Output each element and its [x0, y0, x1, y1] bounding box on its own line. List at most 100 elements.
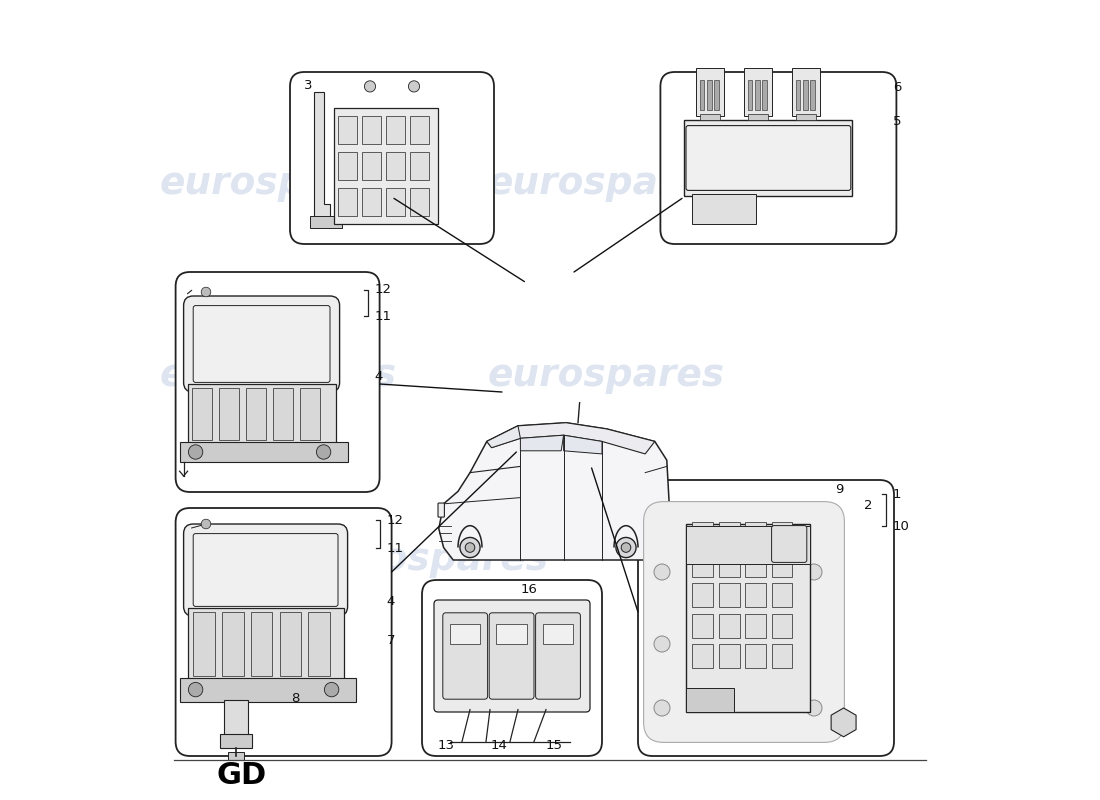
FancyBboxPatch shape	[422, 580, 602, 756]
Polygon shape	[439, 422, 669, 560]
Bar	[223, 700, 248, 736]
Bar	[762, 80, 767, 110]
Bar	[362, 188, 382, 216]
Text: eurospares: eurospares	[160, 358, 397, 394]
Bar	[745, 583, 766, 607]
Bar	[386, 116, 405, 144]
Circle shape	[806, 564, 822, 580]
Bar	[179, 442, 348, 462]
Bar	[755, 80, 760, 110]
Bar	[745, 522, 766, 546]
Text: 10: 10	[892, 520, 910, 533]
Circle shape	[408, 81, 419, 92]
Bar	[410, 188, 429, 216]
Bar	[191, 388, 211, 440]
Text: 12: 12	[375, 283, 392, 296]
Bar	[748, 114, 769, 120]
Bar	[745, 644, 766, 668]
Bar	[692, 522, 713, 546]
Polygon shape	[520, 435, 563, 451]
Bar	[692, 194, 757, 224]
Text: 4: 4	[387, 595, 395, 608]
Text: 16: 16	[520, 583, 537, 596]
FancyBboxPatch shape	[176, 508, 392, 756]
Circle shape	[188, 445, 202, 459]
Text: eurospares: eurospares	[487, 166, 725, 202]
Circle shape	[460, 538, 480, 558]
Bar	[386, 152, 405, 180]
Text: 3: 3	[304, 79, 312, 92]
Circle shape	[621, 542, 630, 552]
Circle shape	[324, 682, 339, 697]
Bar	[188, 384, 336, 444]
Bar	[338, 188, 358, 216]
Polygon shape	[487, 422, 654, 454]
Circle shape	[317, 445, 331, 459]
Bar	[310, 216, 342, 228]
Text: 7: 7	[387, 634, 395, 646]
Bar	[228, 752, 243, 760]
Text: 13: 13	[437, 739, 454, 752]
Bar	[692, 583, 713, 607]
Bar	[450, 624, 481, 644]
Bar	[810, 80, 815, 110]
Polygon shape	[487, 426, 520, 448]
Bar	[795, 80, 801, 110]
FancyBboxPatch shape	[443, 613, 487, 699]
Circle shape	[188, 682, 202, 697]
Text: 8: 8	[290, 692, 299, 705]
Bar	[273, 388, 294, 440]
Circle shape	[201, 519, 211, 529]
FancyBboxPatch shape	[686, 126, 850, 190]
Bar	[692, 553, 713, 577]
Bar	[718, 553, 739, 577]
Text: 12: 12	[387, 514, 404, 526]
Bar	[686, 688, 734, 712]
FancyBboxPatch shape	[290, 72, 494, 244]
Text: 14: 14	[491, 739, 508, 752]
Text: 15: 15	[546, 739, 562, 752]
Bar	[251, 612, 273, 676]
Bar	[386, 188, 405, 216]
Text: 11: 11	[387, 542, 404, 554]
Circle shape	[806, 700, 822, 716]
Bar	[220, 734, 252, 748]
Bar	[692, 614, 713, 638]
Bar	[686, 526, 810, 564]
Bar	[696, 68, 725, 116]
Bar	[745, 614, 766, 638]
Text: GD: GD	[217, 762, 267, 790]
FancyBboxPatch shape	[644, 502, 845, 742]
Bar	[745, 553, 766, 577]
FancyBboxPatch shape	[638, 480, 894, 756]
Bar	[792, 68, 821, 116]
Bar	[700, 80, 704, 110]
Bar	[410, 152, 429, 180]
Text: 1: 1	[892, 488, 901, 501]
Circle shape	[654, 564, 670, 580]
Polygon shape	[563, 435, 602, 454]
Bar	[222, 612, 243, 676]
Bar	[718, 644, 739, 668]
Bar	[338, 116, 358, 144]
Bar	[300, 388, 320, 440]
Bar	[714, 80, 718, 110]
Polygon shape	[314, 92, 330, 220]
Circle shape	[364, 81, 375, 92]
Bar	[771, 644, 792, 668]
Bar	[338, 152, 358, 180]
Bar	[707, 80, 712, 110]
FancyBboxPatch shape	[184, 296, 340, 392]
Bar	[686, 524, 810, 712]
Text: 4: 4	[375, 370, 383, 382]
Text: 6: 6	[893, 81, 902, 94]
Bar	[188, 608, 343, 680]
Bar	[362, 152, 382, 180]
FancyBboxPatch shape	[438, 503, 444, 517]
Bar	[748, 80, 752, 110]
Bar	[410, 116, 429, 144]
FancyBboxPatch shape	[490, 613, 534, 699]
Bar	[718, 583, 739, 607]
Bar	[542, 624, 573, 644]
FancyBboxPatch shape	[660, 72, 896, 244]
